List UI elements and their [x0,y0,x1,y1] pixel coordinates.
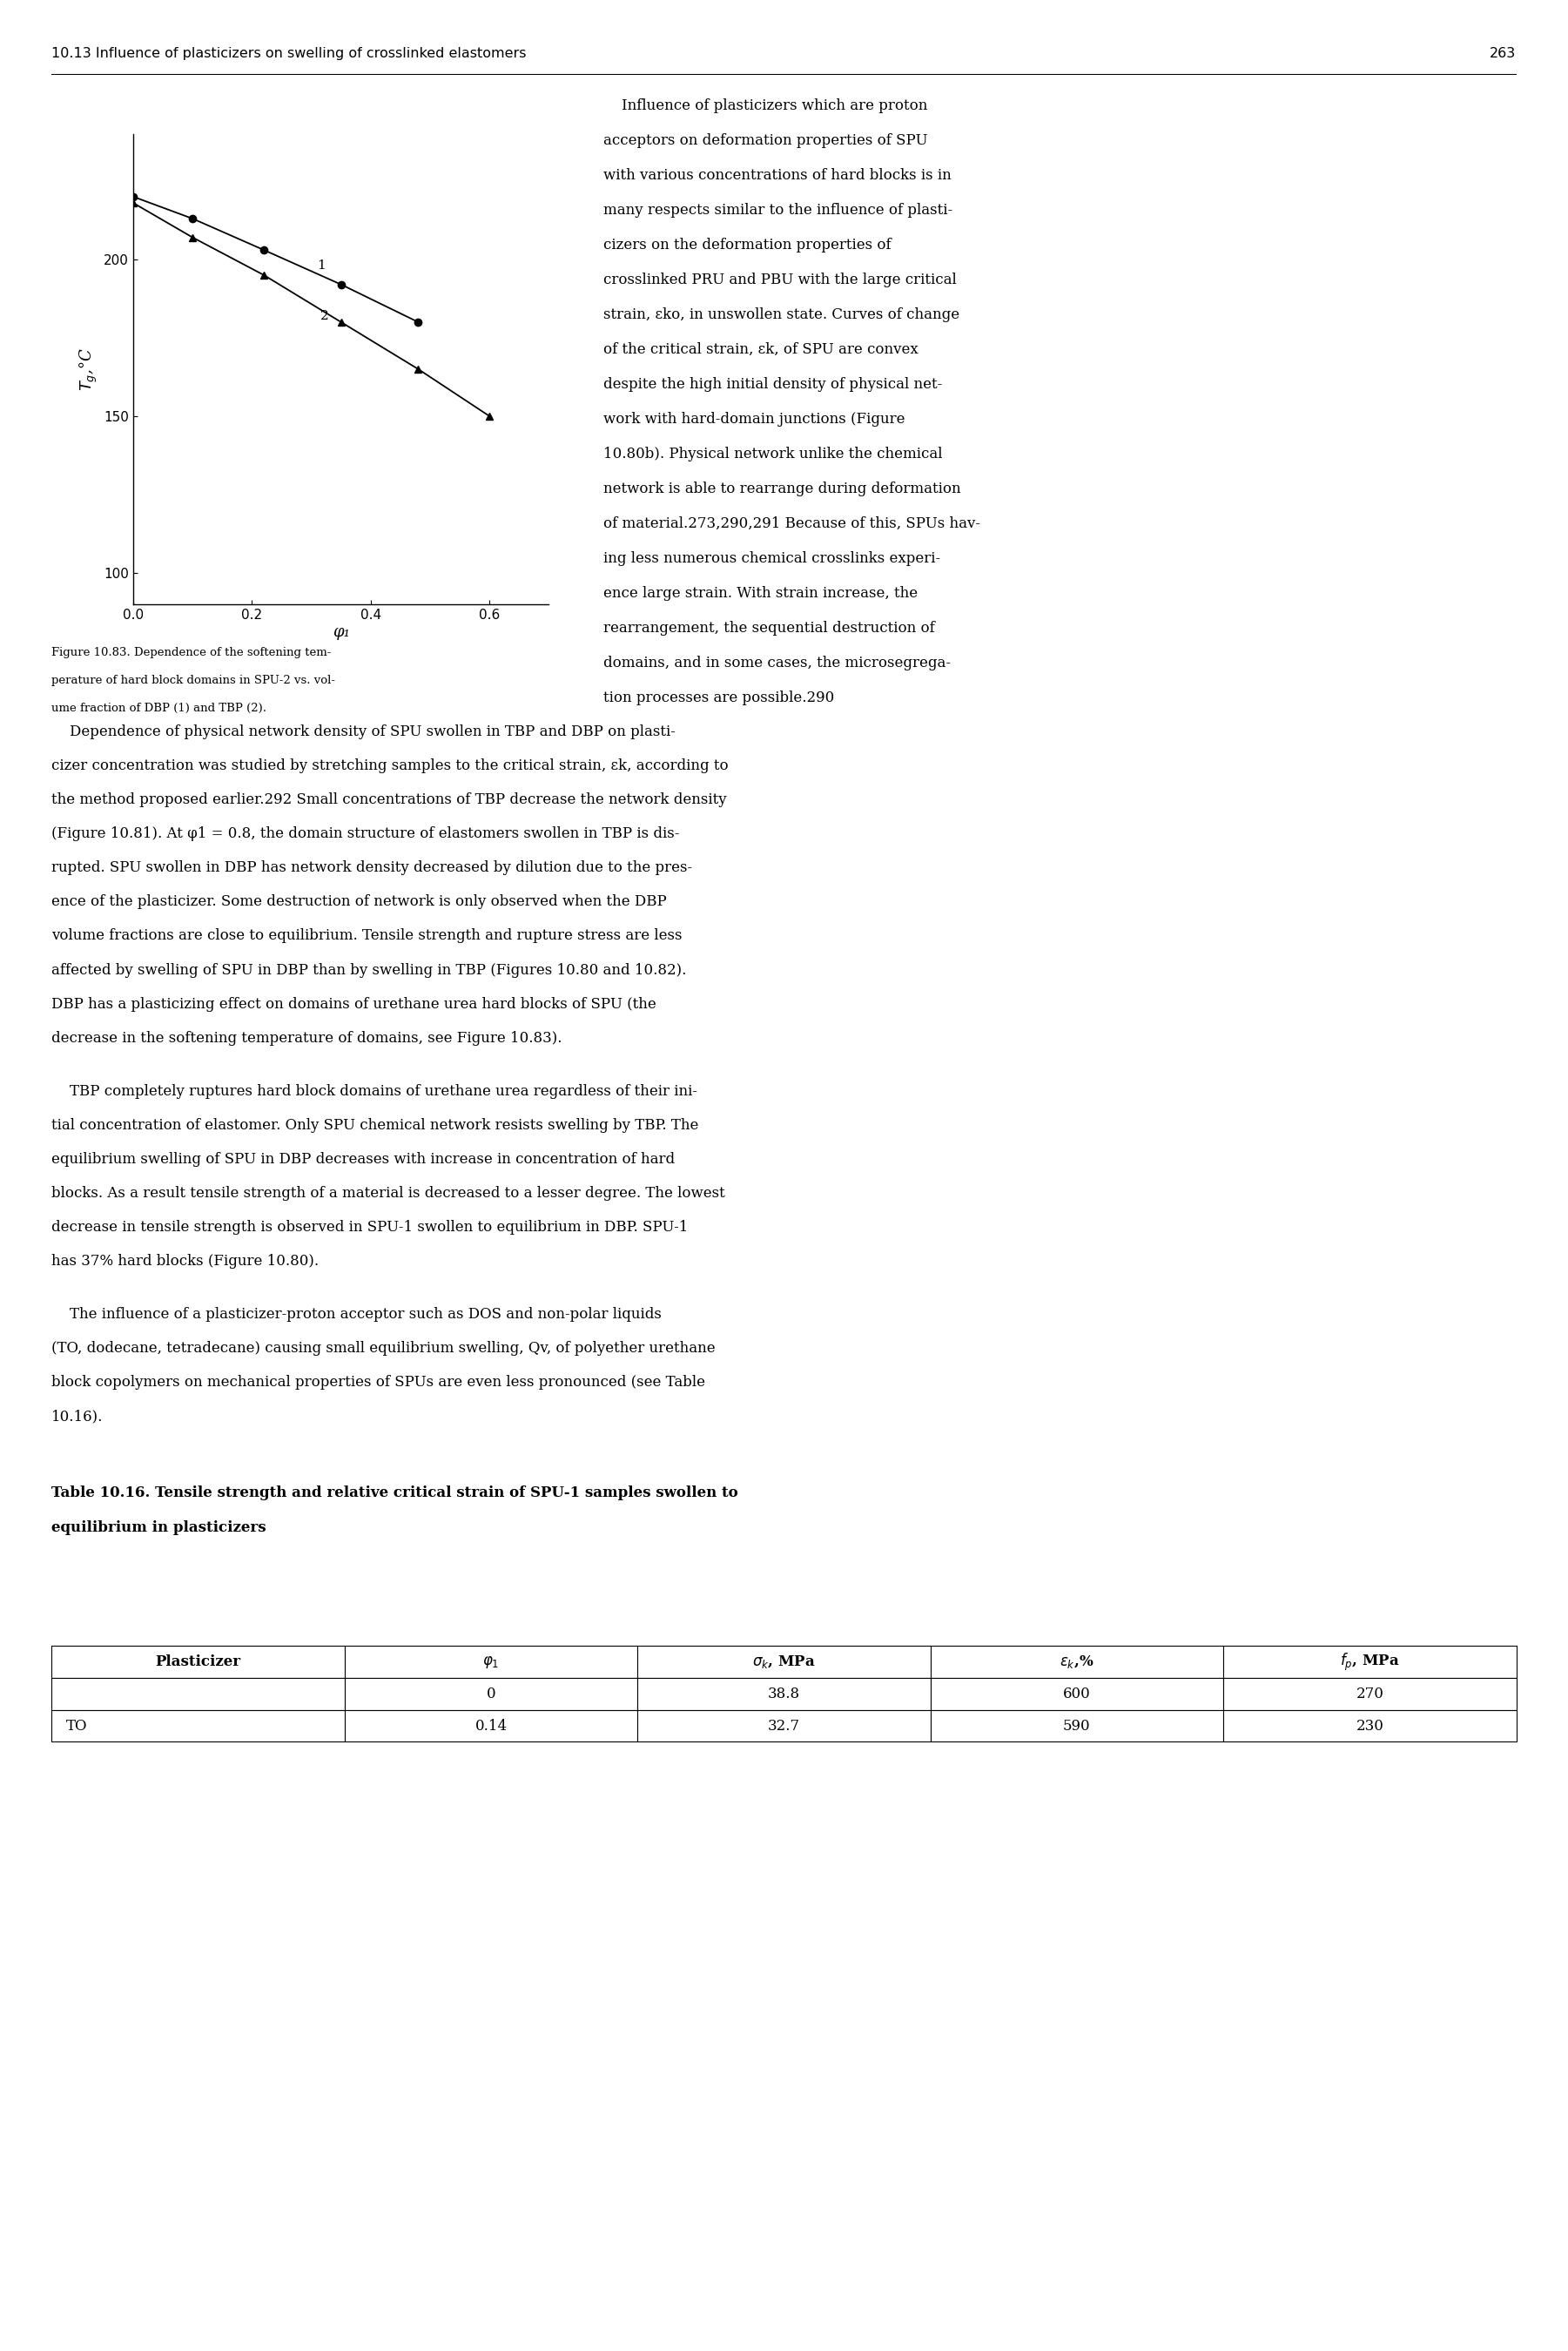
Text: ence large strain. With strain increase, the: ence large strain. With strain increase,… [604,585,919,600]
Text: ence of the plasticizer. Some destruction of network is only observed when the D: ence of the plasticizer. Some destructio… [52,893,666,910]
Text: strain, εko, in unswollen state. Curves of change: strain, εko, in unswollen state. Curves … [604,308,960,322]
Text: (TO, dodecane, tetradecane) causing small equilibrium swelling, Qv, of polyether: (TO, dodecane, tetradecane) causing smal… [52,1340,715,1357]
Text: DBP has a plasticizing effect on domains of urethane urea hard blocks of SPU (th: DBP has a plasticizing effect on domains… [52,997,657,1011]
Text: the method proposed earlier.292 Small concentrations of TBP decrease the network: the method proposed earlier.292 Small co… [52,792,728,806]
Text: rearrangement, the sequential destruction of: rearrangement, the sequential destructio… [604,621,935,635]
Text: of material.273,290,291 Because of this, SPUs hav-: of material.273,290,291 Because of this,… [604,517,980,531]
Text: TBP completely ruptures hard block domains of urethane urea regardless of their : TBP completely ruptures hard block domai… [52,1084,698,1098]
Text: Figure 10.83. Dependence of the softening tem-: Figure 10.83. Dependence of the softenin… [52,647,331,658]
Text: 10.13 Influence of plasticizers on swelling of crosslinked elastomers: 10.13 Influence of plasticizers on swell… [52,47,527,61]
Text: cizers on the deformation properties of: cizers on the deformation properties of [604,237,892,252]
Text: work with hard-domain junctions (Figure: work with hard-domain junctions (Figure [604,411,905,426]
Text: domains, and in some cases, the microsegrega-: domains, and in some cases, the microseg… [604,656,952,670]
Text: despite the high initial density of physical net-: despite the high initial density of phys… [604,376,942,393]
Text: many respects similar to the influence of plasti-: many respects similar to the influence o… [604,202,953,219]
X-axis label: φ₁: φ₁ [332,623,350,639]
Text: has 37% hard blocks (Figure 10.80).: has 37% hard blocks (Figure 10.80). [52,1253,320,1270]
Text: equilibrium swelling of SPU in DBP decreases with increase in concentration of h: equilibrium swelling of SPU in DBP decre… [52,1152,676,1166]
Text: affected by swelling of SPU in DBP than by swelling in TBP (Figures 10.80 and 10: affected by swelling of SPU in DBP than … [52,962,687,978]
Text: Dependence of physical network density of SPU swollen in TBP and DBP on plasti-: Dependence of physical network density o… [52,724,676,738]
Y-axis label: $T_g$,°C: $T_g$,°C [78,348,99,390]
Text: decrease in the softening temperature of domains, see Figure 10.83).: decrease in the softening temperature of… [52,1030,563,1046]
Text: The influence of a plasticizer-proton acceptor such as DOS and non-polar liquids: The influence of a plasticizer-proton ac… [52,1307,662,1321]
Text: 263: 263 [1490,47,1516,61]
Text: of the critical strain, εk, of SPU are convex: of the critical strain, εk, of SPU are c… [604,343,919,357]
Text: 10.80b). Physical network unlike the chemical: 10.80b). Physical network unlike the che… [604,447,942,461]
Text: (Figure 10.81). At φ1 = 0.8, the domain structure of elastomers swollen in TBP i: (Figure 10.81). At φ1 = 0.8, the domain … [52,825,681,842]
Text: Table 10.16. Tensile strength and relative critical strain of SPU-1 samples swol: Table 10.16. Tensile strength and relati… [52,1486,739,1500]
Text: perature of hard block domains in SPU-2 vs. vol-: perature of hard block domains in SPU-2 … [52,675,336,686]
Text: tial concentration of elastomer. Only SPU chemical network resists swelling by T: tial concentration of elastomer. Only SP… [52,1117,699,1133]
Text: with various concentrations of hard blocks is in: with various concentrations of hard bloc… [604,169,952,183]
Text: Influence of plasticizers which are proton: Influence of plasticizers which are prot… [604,99,928,113]
Text: volume fractions are close to equilibrium. Tensile strength and rupture stress a: volume fractions are close to equilibriu… [52,929,682,943]
Text: cizer concentration was studied by stretching samples to the critical strain, εk: cizer concentration was studied by stret… [52,757,729,773]
Text: rupted. SPU swollen in DBP has network density decreased by dilution due to the : rupted. SPU swollen in DBP has network d… [52,860,693,875]
Text: tion processes are possible.290: tion processes are possible.290 [604,691,834,705]
Text: 2: 2 [320,310,329,322]
Text: network is able to rearrange during deformation: network is able to rearrange during defo… [604,482,961,496]
Text: acceptors on deformation properties of SPU: acceptors on deformation properties of S… [604,134,928,148]
Text: block copolymers on mechanical properties of SPUs are even less pronounced (see : block copolymers on mechanical propertie… [52,1375,706,1389]
Text: ume fraction of DBP (1) and TBP (2).: ume fraction of DBP (1) and TBP (2). [52,703,267,715]
Text: crosslinked PRU and PBU with the large critical: crosslinked PRU and PBU with the large c… [604,273,956,287]
Text: decrease in tensile strength is observed in SPU-1 swollen to equilibrium in DBP.: decrease in tensile strength is observed… [52,1220,688,1234]
Text: equilibrium in plasticizers: equilibrium in plasticizers [52,1519,267,1535]
Text: blocks. As a result tensile strength of a material is decreased to a lesser degr: blocks. As a result tensile strength of … [52,1185,726,1201]
Text: ing less numerous chemical crosslinks experi-: ing less numerous chemical crosslinks ex… [604,550,941,567]
Text: 10.16).: 10.16). [52,1408,103,1425]
Text: 1: 1 [317,259,326,273]
